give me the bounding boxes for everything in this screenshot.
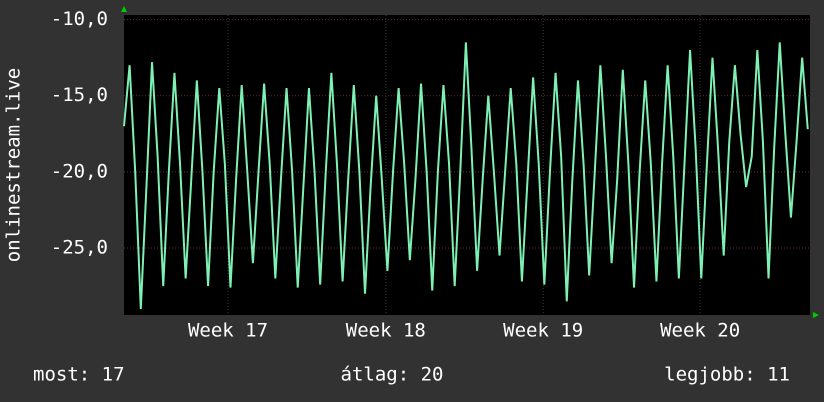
- y-tick-label: -25,0: [51, 236, 108, 258]
- axis-arrow: [813, 312, 819, 318]
- y-tick-label: -20,0: [51, 160, 108, 182]
- footer-stat: legjobb: 11: [664, 364, 790, 386]
- footer-stat: átlag: 20: [341, 364, 444, 386]
- footer-stat: most: 17: [33, 364, 125, 386]
- data-line: [123, 42, 809, 309]
- x-tick-label: Week 20: [660, 320, 740, 342]
- y-tick-label: -10,0: [51, 8, 108, 30]
- x-tick-label: Week 19: [503, 320, 583, 342]
- x-tick-label: Week 18: [346, 320, 426, 342]
- y-axis-title: onlinestream.live: [3, 68, 25, 262]
- y-tick-label: -15,0: [51, 84, 108, 106]
- axis-arrow: [121, 6, 127, 12]
- x-tick-label: Week 17: [188, 320, 268, 342]
